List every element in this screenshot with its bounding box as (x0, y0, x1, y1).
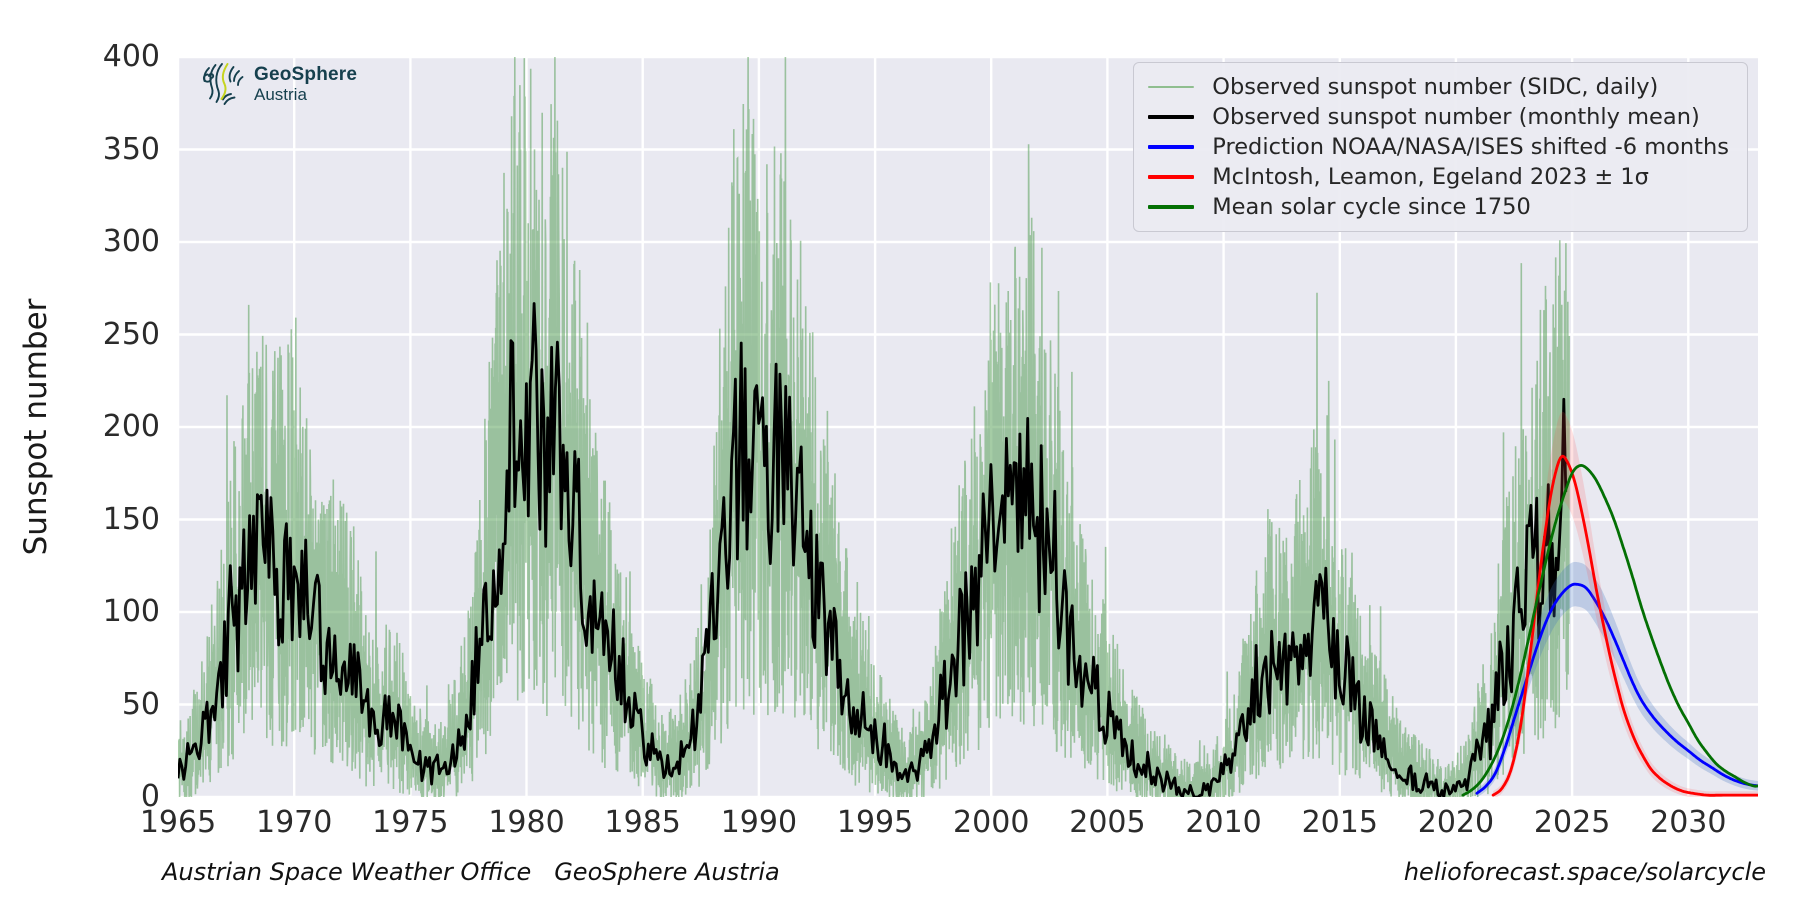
x-tick-label: 1965 (139, 805, 217, 840)
x-tick-label: 2000 (953, 805, 1030, 840)
x-tick-label: 2025 (1533, 805, 1611, 840)
footer-attribution: Austrian Space Weather Office GeoSphere … (162, 858, 780, 886)
y-tick-label: 200 (102, 409, 160, 444)
geosphere-austria-logo: GeoSphere Austria (196, 60, 357, 108)
chart-canvas (178, 57, 1758, 797)
x-tick-label: 2020 (1417, 805, 1495, 840)
y-tick-label: 150 (102, 501, 160, 537)
y-tick-label: 100 (102, 594, 160, 629)
legend-entry-monthly: Observed sunspot number (monthly mean) (1148, 102, 1729, 132)
legend-label: Observed sunspot number (monthly mean) (1212, 104, 1700, 130)
legend-entry-noaa-prediction: Prediction NOAA/NASA/ISES shifted -6 mon… (1148, 132, 1729, 162)
footer-url: helioforecast.space/solarcycle (1403, 858, 1766, 886)
y-tick-label: 250 (102, 316, 160, 352)
x-tick-label: 1980 (488, 805, 565, 840)
prediction-legend-line (1148, 145, 1195, 149)
y-tick-label: 50 (121, 686, 160, 722)
x-tick-label: 1970 (255, 805, 333, 840)
legend-entry-daily: Observed sunspot number (SIDC, daily) (1148, 72, 1729, 102)
legend-label: Observed sunspot number (SIDC, daily) (1212, 74, 1659, 100)
monthly-legend-line (1148, 115, 1195, 119)
x-tick-label: 2030 (1650, 805, 1727, 840)
legend-entry-mean-cycle: Mean solar cycle since 1750 (1148, 192, 1729, 222)
legend-label: Prediction NOAA/NASA/ISES shifted -6 mon… (1212, 134, 1729, 160)
logo-text: GeoSphere Austria (254, 64, 357, 104)
x-tick-label: 1985 (604, 805, 681, 840)
legend-label: Mean solar cycle since 1750 (1212, 194, 1531, 220)
y-axis-title: Sunspot number (18, 298, 54, 556)
mean-cycle-legend-line (1148, 205, 1195, 209)
y-tick-label: 350 (102, 131, 160, 167)
y-tick-label: 400 (102, 39, 160, 74)
y-tick-label: 0 (140, 779, 160, 814)
mcintosh-legend-line (1148, 175, 1195, 179)
logo-title: GeoSphere (254, 64, 358, 85)
x-tick-label: 1990 (720, 805, 798, 840)
geosphere-logo-icon (202, 63, 244, 105)
legend-box: Observed sunspot number (SIDC, daily) Ob… (1133, 62, 1748, 232)
x-tick-label: 1975 (372, 805, 449, 840)
legend-entry-mcintosh: McIntosh, Leamon, Egeland 2023 ± 1σ (1148, 162, 1729, 192)
logo-subtitle: Austria (254, 85, 307, 104)
x-tick-label: 2015 (1301, 805, 1378, 840)
x-tick-label: 2005 (1069, 805, 1146, 840)
daily-legend-line (1148, 86, 1195, 88)
legend-label: McIntosh, Leamon, Egeland 2023 ± 1σ (1212, 164, 1649, 190)
y-tick-label: 300 (102, 224, 160, 259)
x-tick-label: 2010 (1185, 805, 1262, 840)
x-tick-label: 1995 (836, 805, 914, 840)
